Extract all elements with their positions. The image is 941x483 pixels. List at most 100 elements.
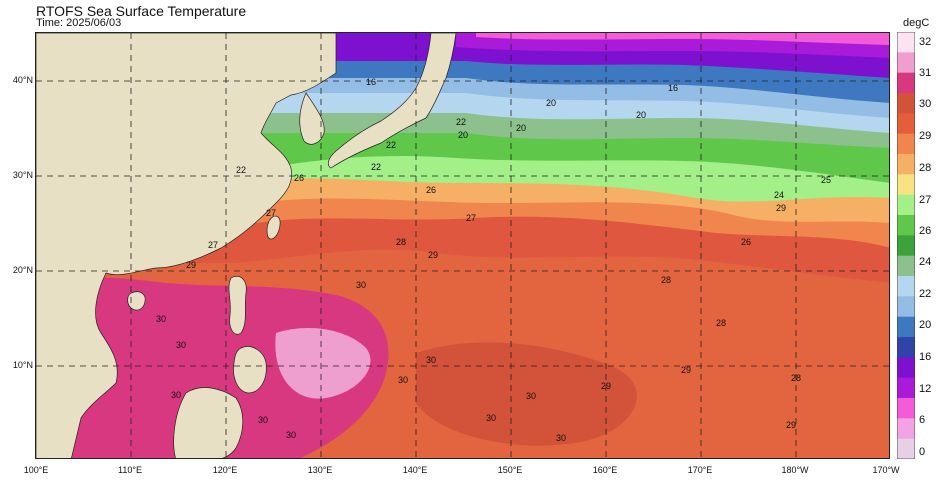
contour-label: 27 [208, 240, 218, 250]
land-borneo [173, 387, 244, 458]
land-hainan [127, 291, 146, 311]
contour-label: 26 [426, 185, 436, 195]
colorbar-segment [897, 357, 915, 379]
colorbar-segment [897, 174, 915, 196]
sst-warm-pool-30 [36, 277, 389, 458]
colorbar-tick: 6 [919, 414, 926, 426]
colorbar-segment [897, 93, 915, 114]
contour-label: 20 [636, 110, 646, 120]
colorbar-segment [897, 194, 915, 216]
contour-label: 20 [516, 123, 526, 133]
contour-labels: 16 16 20 20 20 22 20 22 22 24 25 22 26 2… [156, 77, 831, 443]
contour-label: 16 [366, 77, 376, 87]
lon-label-180w: 180°W [781, 465, 809, 475]
graticule [36, 33, 889, 458]
colorbar-tick: 31 [919, 67, 932, 79]
sst-band-0 [476, 33, 889, 45]
colorbar-segment [897, 316, 915, 338]
contour-label: 22 [371, 162, 381, 172]
lon-label-110e: 110°E [118, 465, 142, 475]
lat-label-10n: 10°N [12, 360, 33, 370]
colorbar-segment [897, 255, 915, 277]
sst-warm-pool-31 [275, 328, 371, 399]
colorbar-tick: 28 [919, 162, 932, 174]
colorbar-segment [897, 235, 915, 257]
colorbar-tick: 20 [919, 319, 932, 331]
contour-label: 26 [294, 173, 304, 183]
lon-label-120e: 120°E [212, 465, 238, 475]
contour-label: 22 [386, 140, 396, 150]
land-mindanao [233, 346, 267, 394]
contour-label: 29 [681, 365, 691, 375]
colorbar-segment [897, 215, 915, 236]
contour-label: 30 [156, 314, 166, 324]
land-luzon [228, 275, 247, 335]
colorbar-segment [897, 418, 915, 440]
colorbar-tick: 22 [919, 288, 932, 300]
contour-label: 29 [601, 381, 611, 391]
contour-label: 30 [171, 390, 181, 400]
colorbar-tick: 24 [919, 256, 932, 268]
colorbar-segment [897, 398, 915, 419]
colorbar-segment [897, 32, 915, 53]
sst-warm-patch-east [416, 342, 637, 446]
contour-label: 28 [661, 275, 671, 285]
colorbar-segment [897, 377, 915, 399]
contour-label: 30 [486, 413, 496, 423]
sst-map: 16 16 20 20 20 22 20 22 22 24 25 22 26 2… [35, 32, 890, 459]
colorbar-segment [897, 72, 915, 94]
contour-label: 22 [236, 165, 246, 175]
colorbar-unit: degC [903, 17, 930, 29]
contour-label: 26 [741, 237, 751, 247]
land-mainland-asia [36, 33, 337, 458]
contour-label: 28 [716, 318, 726, 328]
lon-label-130e: 130°E [307, 465, 333, 475]
contour-label: 30 [398, 375, 408, 385]
colorbar-segment [897, 133, 915, 155]
colorbar-tick: 32 [919, 36, 932, 48]
contour-label: 29 [776, 203, 786, 213]
colorbar-segment [897, 337, 915, 358]
lon-label-140e: 140°E [402, 465, 428, 475]
contour-label: 30 [426, 355, 436, 365]
colorbar-tick: 26 [919, 225, 932, 237]
colorbar-tick: 12 [919, 383, 932, 395]
map-title: RTOFS Sea Surface Temperature [36, 3, 247, 19]
lon-label-170w: 170°W [872, 465, 900, 475]
colorbar-segment [897, 113, 915, 135]
contour-label: 27 [466, 213, 476, 223]
colorbar-segment [897, 438, 915, 459]
colorbar-segment [897, 52, 915, 74]
contour-label: 30 [526, 391, 536, 401]
colorbar-tick: 30 [919, 98, 932, 110]
colorbar-tick: 16 [919, 351, 932, 363]
contour-label: 28 [791, 373, 801, 383]
land-japan [327, 33, 457, 169]
contour-label: 29 [786, 420, 796, 430]
colorbar-tick: 0 [919, 446, 926, 458]
land-korea [299, 92, 325, 145]
contour-label: 22 [456, 117, 466, 127]
colorbar [897, 32, 915, 459]
contour-label: 25 [821, 175, 831, 185]
contour-label: 30 [176, 340, 186, 350]
contour-label: 30 [356, 280, 366, 290]
contour-label: 30 [286, 430, 296, 440]
contour-label: 27 [266, 208, 276, 218]
colorbar-segment [897, 276, 915, 297]
contour-label: 28 [396, 237, 406, 247]
lat-label-30n: 30°N [12, 170, 33, 180]
colorbar-tick: 29 [919, 130, 932, 142]
lon-label-170e: 170°E [687, 465, 713, 475]
contour-label: 16 [668, 83, 678, 93]
contour-label: 20 [546, 98, 556, 108]
contour-label: 24 [774, 190, 784, 200]
sst-map-canvas: 16 16 20 20 20 22 20 22 22 24 25 22 26 2… [36, 33, 889, 458]
colorbar-tick: 27 [919, 194, 932, 206]
land-taiwan [266, 215, 281, 240]
lat-label-40n: 40°N [12, 75, 33, 85]
contour-label: 20 [458, 130, 468, 140]
contour-label: 29 [186, 260, 196, 270]
lon-label-100e: 100°E [23, 465, 49, 475]
colorbar-segment [897, 296, 915, 318]
